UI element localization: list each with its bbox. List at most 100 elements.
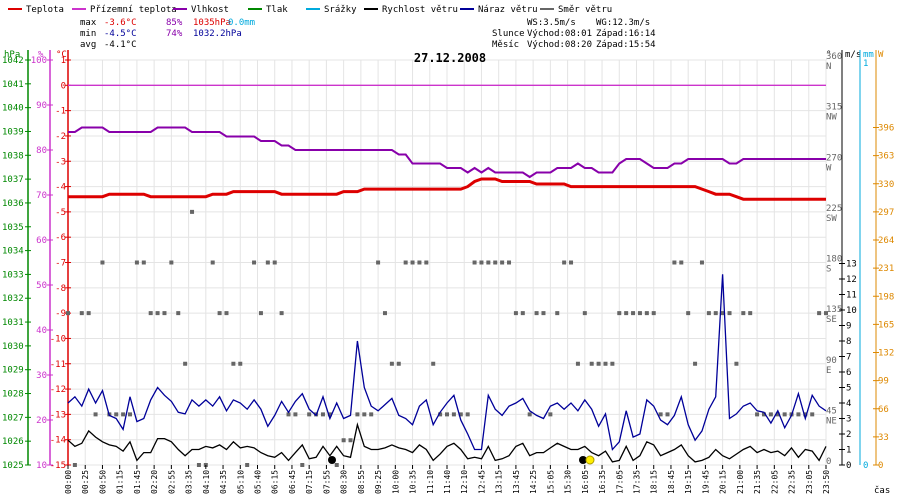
wind-direction-point (362, 412, 367, 417)
wind-direction-point (307, 412, 312, 417)
wind-direction-point (589, 361, 594, 366)
wind-direction-point (534, 311, 539, 316)
wind-direction-point (265, 260, 270, 265)
stats-max-label: max (80, 18, 97, 28)
x-tick-label: 09:25 (374, 470, 383, 494)
wind-direction-point (569, 260, 574, 265)
x-tick-label: 07:55 (322, 470, 331, 494)
ms-tick-label: 9 (846, 322, 851, 332)
x-axis-ticks: 00:00 00:25 00:50 01:15 01:45 02:20 02:55 03:35… (64, 465, 831, 494)
temp-tick-label: -9 (55, 309, 66, 319)
wind-direction-point (79, 311, 84, 316)
temp-tick-label: -13 (50, 410, 66, 420)
temp-tick-label: -2 (55, 132, 66, 142)
wind-direction-point (376, 260, 381, 265)
hpa-tick-label: 1038 (2, 151, 24, 161)
x-tick-label: 23:50 (822, 470, 831, 494)
x-tick-label: 06:45 (288, 470, 297, 494)
info-ws: WS:3.5m/s (527, 18, 576, 28)
wind-direction-point (252, 260, 257, 265)
ms-tick-label: 10 (846, 306, 857, 316)
mm-tick-label: 0 (863, 461, 868, 471)
info-slunce-label: Slunce (492, 29, 525, 39)
temp-tick-label: 0 (61, 81, 66, 91)
wind-direction-point (231, 361, 236, 366)
dir-cardinal-label: NW (826, 113, 837, 123)
axis-units: hPa % °C ° m/s mm W čas (4, 50, 890, 496)
wind-direction-point (224, 311, 229, 316)
wind-direction-point (617, 311, 622, 316)
hpa-tick-label: 1032 (2, 294, 24, 304)
hpa-tick-label: 1031 (2, 318, 24, 328)
wind-direction-point (196, 463, 201, 467)
moon-rise-marker (328, 456, 336, 464)
wind-direction-point (134, 260, 139, 265)
series-line-0 (68, 177, 826, 201)
hpa-tick-label: 1029 (2, 366, 24, 376)
wind-direction-point (445, 412, 449, 417)
wind-direction-point (389, 361, 394, 366)
wind-direction-point (86, 311, 91, 316)
legend: Teplota Přízemní teplota Vlhkost Tlak Srážky… (8, 5, 612, 15)
x-tick-label: 17:35 (633, 470, 642, 494)
info-wg: WG:12.3m/s (596, 18, 650, 28)
wind-direction-point (810, 412, 815, 417)
x-tick-label: 10:00 (391, 470, 400, 494)
x-tick-label: 13:15 (495, 470, 504, 494)
wind-direction-point (782, 412, 787, 417)
info-mesic-set: Západ:15:54 (596, 40, 656, 50)
unit-cas: čas (874, 485, 890, 496)
stats-min-temp: -4.5°C (104, 29, 137, 39)
x-tick-label: 05:10 (236, 470, 245, 494)
wind-direction-point (334, 463, 339, 467)
wind-direction-point (293, 412, 298, 417)
hpa-tick-label: 1037 (2, 175, 24, 185)
hpa-tick-label: 1025 (2, 461, 24, 471)
temp-tick-label: -15 (50, 461, 66, 471)
wind-direction-point (472, 260, 477, 265)
wind-direction-point (320, 412, 325, 417)
wind-direction-point (610, 361, 615, 366)
temp-tick-label: 1 (61, 56, 66, 66)
wind-direction-point (507, 260, 512, 265)
info-slunce-set: Západ:16:14 (596, 29, 656, 39)
wind-direction-point (176, 311, 181, 316)
pct-tick-label: 80 (36, 146, 47, 156)
ms-tick-label: 4 (846, 399, 851, 409)
dir-cardinal-label: SE (826, 315, 837, 325)
w-tick-label: 264 (878, 236, 894, 246)
hpa-tick-label: 1039 (2, 127, 24, 137)
temp-tick-label: -3 (55, 157, 66, 167)
wind-direction-point (548, 412, 553, 417)
wind-direction-point (183, 361, 188, 366)
x-tick-label: 22:05 (770, 470, 779, 494)
ms-tick-label: 1 (846, 446, 851, 456)
wind-direction-point (114, 412, 119, 417)
unit-deg: ° (826, 50, 831, 60)
wind-direction-point (327, 412, 332, 417)
wind-direction-point (396, 361, 401, 366)
wind-direction-point (217, 311, 222, 316)
x-tick-label: 22:35 (788, 470, 797, 494)
legend-label-4: Srážky (324, 5, 357, 15)
wind-direction-point (520, 311, 525, 316)
x-tick-label: 20:15 (719, 470, 728, 494)
x-tick-label: 19:45 (701, 470, 710, 494)
wind-direction-point (141, 260, 146, 265)
unit-mm: mm (863, 50, 874, 60)
info-mesic-label: Měsíc (492, 40, 519, 50)
wind-direction-point (486, 260, 491, 265)
x-tick-label: 07:15 (305, 470, 314, 494)
w-tick-label: 330 (878, 180, 894, 190)
x-tick-label: 01:15 (116, 470, 125, 494)
wind-direction-point (417, 260, 422, 265)
wind-direction-point (555, 311, 560, 316)
dir-tick-label: 0 (826, 457, 831, 467)
w-tick-label: 165 (878, 320, 894, 330)
unit-degc: °C (56, 50, 67, 60)
dir-tick-label: 225 (826, 204, 842, 214)
stats-min-press: 1032.2hPa (193, 29, 242, 39)
ms-tick-label: 8 (846, 337, 851, 347)
